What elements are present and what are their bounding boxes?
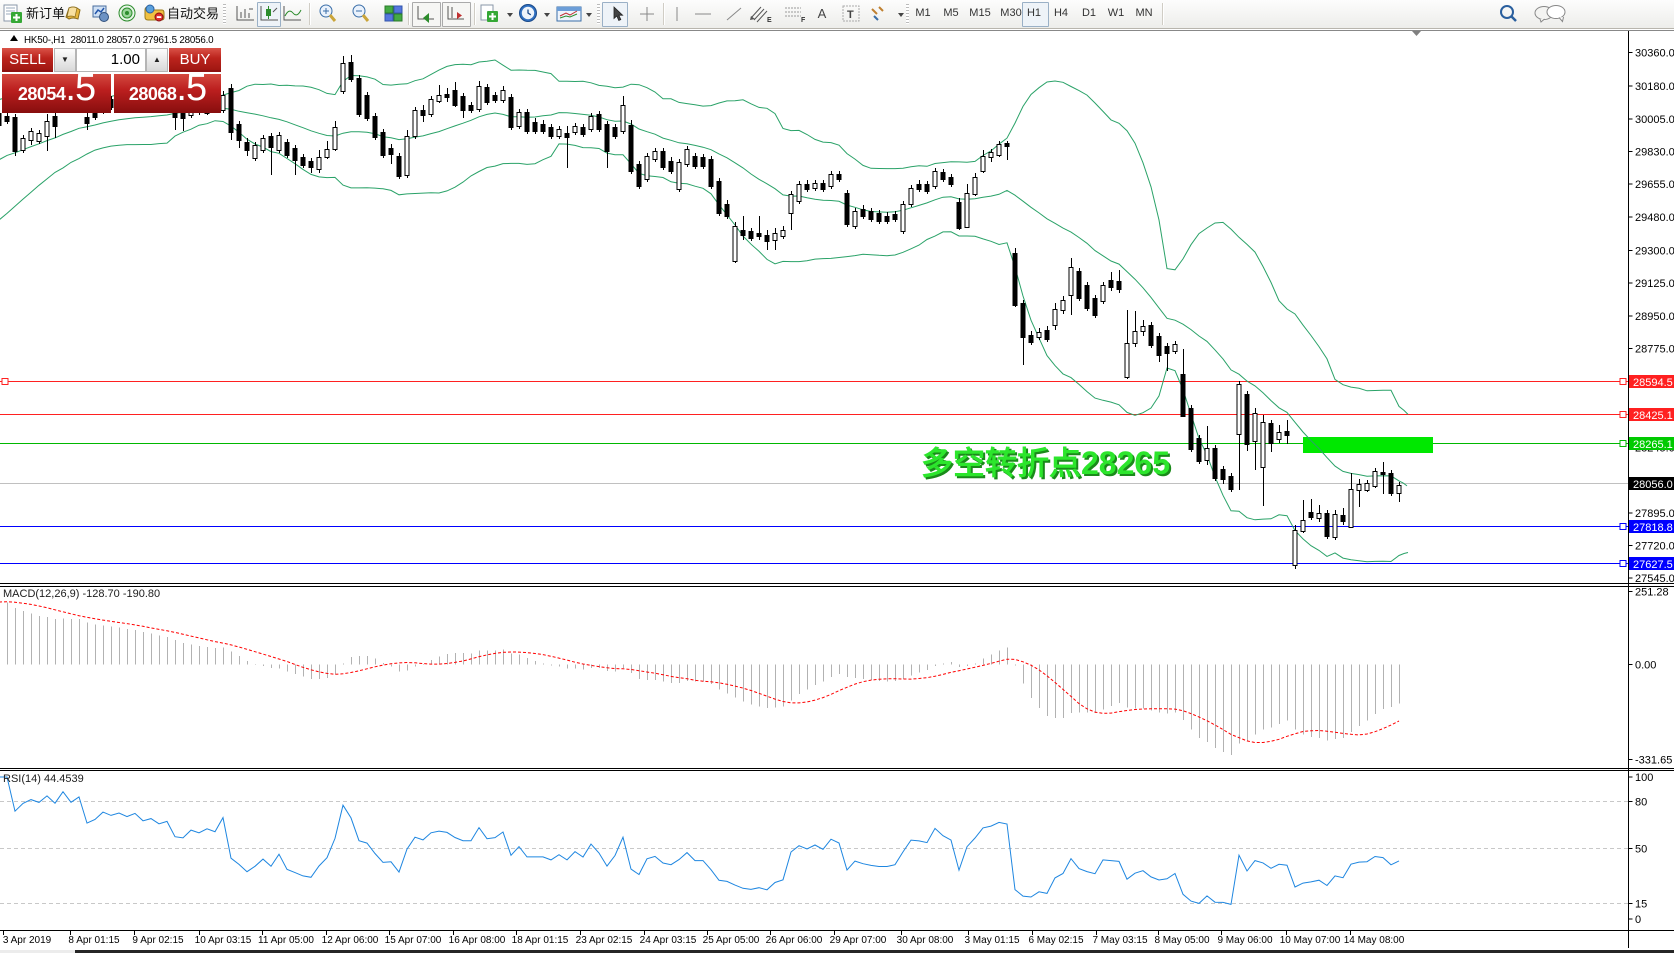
- svg-text:30 Apr 08:00: 30 Apr 08:00: [897, 935, 954, 946]
- svg-text:27818.8: 27818.8: [1633, 522, 1673, 534]
- svg-text:8 May 05:00: 8 May 05:00: [1154, 935, 1209, 946]
- svg-text:29830.0: 29830.0: [1635, 147, 1674, 159]
- svg-text:25 Apr 05:00: 25 Apr 05:00: [703, 935, 760, 946]
- svg-text:15: 15: [1635, 899, 1647, 911]
- svg-text:0: 0: [1635, 914, 1641, 926]
- svg-text:29300.0: 29300.0: [1635, 246, 1674, 258]
- svg-text:15 Apr 07:00: 15 Apr 07:00: [385, 935, 442, 946]
- svg-text:29125.0: 29125.0: [1635, 278, 1674, 290]
- svg-text:251.28: 251.28: [1635, 587, 1669, 599]
- svg-text:28056.0: 28056.0: [1633, 479, 1673, 491]
- svg-text:28950.0: 28950.0: [1635, 311, 1674, 323]
- svg-text:F: F: [801, 17, 806, 24]
- svg-text:7 May 03:15: 7 May 03:15: [1092, 935, 1147, 946]
- svg-text:多空转折点28265: 多空转折点28265: [923, 447, 1172, 483]
- svg-text:3 Apr 2019: 3 Apr 2019: [3, 935, 52, 946]
- svg-text:10 May 07:00: 10 May 07:00: [1280, 935, 1341, 946]
- svg-text:28425.1: 28425.1: [1633, 410, 1673, 422]
- svg-text:24 Apr 03:15: 24 Apr 03:15: [640, 935, 697, 946]
- svg-text:29655.0: 29655.0: [1635, 179, 1674, 191]
- svg-text:多空转折点28265: 多空转折点28265: [921, 445, 1170, 481]
- svg-text:29480.0: 29480.0: [1635, 212, 1674, 224]
- svg-text:3 May 01:15: 3 May 01:15: [964, 935, 1019, 946]
- svg-text:30005.0: 30005.0: [1635, 114, 1674, 126]
- svg-text:27720.0: 27720.0: [1635, 541, 1674, 553]
- svg-text:12 Apr 06:00: 12 Apr 06:00: [322, 935, 379, 946]
- svg-text:T: T: [847, 9, 854, 21]
- svg-text:29 Apr 07:00: 29 Apr 07:00: [830, 935, 887, 946]
- svg-text:MACD(12,26,9) -128.70 -190.80: MACD(12,26,9) -128.70 -190.80: [3, 588, 160, 600]
- svg-text:30180.0: 30180.0: [1635, 81, 1674, 93]
- svg-text:27627.5: 27627.5: [1633, 559, 1673, 571]
- svg-text:6 May 02:15: 6 May 02:15: [1028, 935, 1083, 946]
- svg-text:11 Apr 05:00: 11 Apr 05:00: [258, 935, 314, 946]
- svg-text:10 Apr 03:15: 10 Apr 03:15: [195, 935, 252, 946]
- svg-text:27895.0: 27895.0: [1635, 508, 1674, 520]
- svg-text:0.00: 0.00: [1635, 660, 1656, 672]
- svg-text:28594.5: 28594.5: [1633, 377, 1673, 389]
- svg-text:9 Apr 02:15: 9 Apr 02:15: [132, 935, 184, 946]
- svg-text:16 Apr 08:00: 16 Apr 08:00: [449, 935, 506, 946]
- svg-text:8 Apr 01:15: 8 Apr 01:15: [68, 935, 120, 946]
- svg-text:30360.0: 30360.0: [1635, 48, 1674, 60]
- svg-text:28265.1: 28265.1: [1633, 439, 1673, 451]
- svg-text:HK50-,H1 28011.0 28057.0 2796: HK50-,H1 28011.0 28057.0 27961.5 28056.0: [24, 35, 214, 46]
- svg-text:9 May 06:00: 9 May 06:00: [1217, 935, 1272, 946]
- svg-text:26 Apr 06:00: 26 Apr 06:00: [766, 935, 823, 946]
- svg-text:14 May 08:00: 14 May 08:00: [1344, 935, 1405, 946]
- svg-text:100: 100: [1635, 772, 1653, 784]
- svg-text:50: 50: [1635, 844, 1647, 856]
- svg-text:E: E: [767, 17, 772, 24]
- svg-text:28775.0: 28775.0: [1635, 344, 1674, 356]
- svg-text:RSI(14) 44.4539: RSI(14) 44.4539: [3, 773, 84, 785]
- svg-text:-331.65: -331.65: [1635, 755, 1672, 767]
- svg-text:27545.0: 27545.0: [1635, 573, 1674, 585]
- svg-text:23 Apr 02:15: 23 Apr 02:15: [576, 935, 633, 946]
- svg-text:80: 80: [1635, 797, 1647, 809]
- svg-text:18 Apr 01:15: 18 Apr 01:15: [512, 935, 569, 946]
